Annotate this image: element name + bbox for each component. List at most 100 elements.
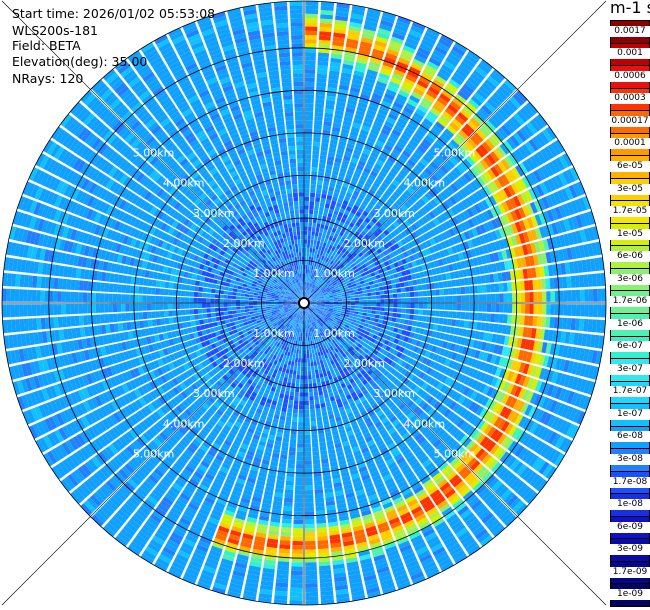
range-gate-cell: [497, 108, 509, 120]
range-gate-cell: [328, 235, 334, 241]
range-gate-cell: [525, 174, 535, 187]
range-gate-cell: [333, 210, 339, 216]
range-gate-cell: [425, 231, 433, 239]
range-gate-cell: [316, 305, 321, 307]
range-gate-cell: [393, 101, 404, 110]
range-gate-cell: [360, 283, 366, 288]
range-gate-cell: [470, 248, 477, 258]
range-gate-cell: [357, 287, 363, 292]
range-gate-cell: [309, 396, 314, 401]
range-gate-cell: [436, 224, 444, 233]
range-gate-cell: [310, 179, 317, 185]
range-gate-cell: [372, 147, 381, 155]
range-gate-cell: [306, 256, 309, 261]
range-gate-cell: [350, 308, 355, 311]
range-gate-cell: [414, 303, 419, 309]
range-gate-cell: [310, 239, 314, 245]
range-gate-cell: [393, 69, 406, 78]
range-gate-cell: [507, 169, 518, 181]
range-gate-cell: [353, 313, 358, 318]
range-gate-cell: [337, 234, 342, 241]
range-gate-cell: [368, 320, 374, 325]
range-gate-cell: [458, 147, 468, 158]
range-gate-cell: [350, 300, 355, 303]
range-gate-cell: [314, 111, 324, 117]
range-gate-cell: [298, 409, 304, 414]
range-gate-cell: [369, 210, 376, 217]
range-gate-cell: [315, 294, 320, 298]
range-gate-cell: [304, 252, 307, 257]
range-gate-cell: [361, 32, 375, 40]
range-gate-cell: [411, 260, 418, 267]
range-gate-cell: [439, 266, 446, 274]
range-gate-cell: [433, 275, 439, 282]
range-gate-cell: [453, 167, 463, 177]
range-gate-cell: [312, 451, 320, 456]
range-gate-cell: [304, 489, 314, 495]
range-gate-cell: [526, 101, 538, 115]
range-gate-cell: [311, 175, 317, 181]
range-gate-cell: [404, 162, 414, 171]
range-gate-cell: [307, 286, 310, 291]
range-gate-cell: [433, 196, 442, 205]
range-gate-cell: [389, 245, 396, 252]
range-gate-cell: [529, 292, 534, 302]
range-gate-cell: [479, 187, 488, 198]
range-gate-cell: [345, 206, 352, 212]
range-gate-cell: [483, 233, 490, 244]
range-gate-cell: [537, 291, 543, 302]
range-gate-cell: [373, 318, 379, 323]
range-gate-cell: [304, 192, 310, 197]
range-gate-cell: [353, 149, 362, 156]
range-gate-cell: [473, 92, 486, 104]
range-gate-cell: [305, 523, 315, 529]
range-gate-cell: [335, 238, 340, 244]
range-gate-cell: [439, 93, 451, 103]
range-gate-cell: [524, 315, 530, 326]
range-gate-cell: [305, 9, 319, 15]
range-gate-cell: [304, 430, 311, 435]
range-gate-cell: [304, 115, 313, 121]
range-gate-cell: [485, 254, 492, 264]
range-gate-cell: [348, 25, 362, 33]
range-gate-cell: [471, 227, 479, 237]
range-gate-cell: [426, 290, 432, 296]
range-gate-cell: [297, 362, 301, 367]
range-gate-cell: [323, 292, 328, 296]
range-gate-cell: [511, 167, 521, 179]
range-gate-cell: [379, 272, 385, 278]
range-gate-cell: [328, 74, 339, 81]
range-gate-cell: [448, 228, 456, 237]
range-gate-cell: [366, 313, 372, 317]
range-gate-cell: [374, 163, 383, 171]
range-gate-cell: [457, 112, 469, 123]
range-gate-cell: [384, 307, 389, 312]
range-gate-cell: [358, 178, 366, 186]
range-gate-cell: [310, 261, 313, 266]
range-gate-cell: [339, 256, 344, 262]
range-gate-cell: [305, 69, 316, 74]
range-gate-cell: [299, 396, 304, 401]
range-gate-cell: [289, 446, 296, 452]
range-gate-cell: [304, 477, 313, 482]
range-gate-cell: [290, 574, 303, 580]
range-gate-cell: [304, 290, 306, 295]
range-gate-cell: [550, 291, 555, 302]
range-gate-cell: [365, 163, 373, 171]
range-gate-cell: [444, 303, 449, 310]
range-gate-cell: [359, 129, 369, 136]
range-gate-cell: [495, 88, 508, 101]
range-gate-cell: [457, 252, 464, 261]
range-gate-cell: [409, 268, 415, 274]
range-gate-cell: [463, 172, 473, 183]
range-gate-cell: [601, 304, 606, 318]
range-gate-cell: [412, 320, 418, 327]
range-gate-cell: [397, 271, 403, 278]
range-gate-cell: [461, 126, 472, 137]
range-gate-cell: [411, 203, 420, 212]
range-gate-cell: [391, 73, 404, 82]
range-gate-cell: [305, 528, 315, 533]
range-gate-cell: [321, 289, 326, 293]
range-gate-cell: [332, 126, 341, 133]
range-gate-cell: [436, 168, 446, 178]
